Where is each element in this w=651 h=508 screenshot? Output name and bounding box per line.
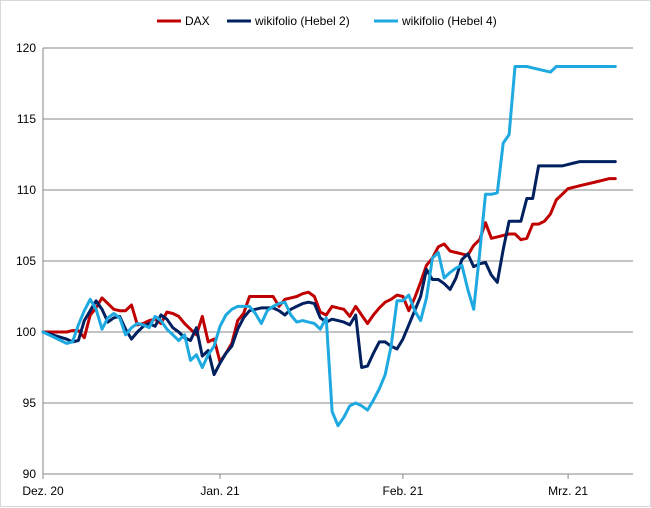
gridlines xyxy=(43,47,633,404)
legend-label: DAX xyxy=(185,14,210,28)
series-line-2 xyxy=(41,160,617,377)
y-tick-label: 90 xyxy=(23,467,37,481)
y-tick-label: 120 xyxy=(16,41,36,55)
x-tick-label: Jan. 21 xyxy=(200,484,240,498)
legend-label: wikifolio (Hebel 4) xyxy=(401,14,497,28)
y-tick-label: 105 xyxy=(16,254,36,268)
x-tick-label: Dez. 20 xyxy=(22,484,64,498)
y-tick-label: 110 xyxy=(17,183,36,197)
x-tick-label: Feb. 21 xyxy=(383,484,424,498)
axes: 90 95 100 105 110 115 120 Dez. 20 Jan. 21 Feb. 21… xyxy=(16,41,633,498)
legend: DAX wikifolio (Hebel 2) wikifolio (Hebel 4… xyxy=(157,14,497,28)
legend-label: wikifolio (Hebel 2) xyxy=(254,14,350,28)
series-lines xyxy=(41,65,617,428)
y-tick-label: 115 xyxy=(17,112,36,126)
series-line-3 xyxy=(41,65,617,428)
x-tick-label: Mrz. 21 xyxy=(548,484,588,498)
y-tick-label: 100 xyxy=(16,325,36,339)
y-tick-label: 95 xyxy=(23,396,37,410)
